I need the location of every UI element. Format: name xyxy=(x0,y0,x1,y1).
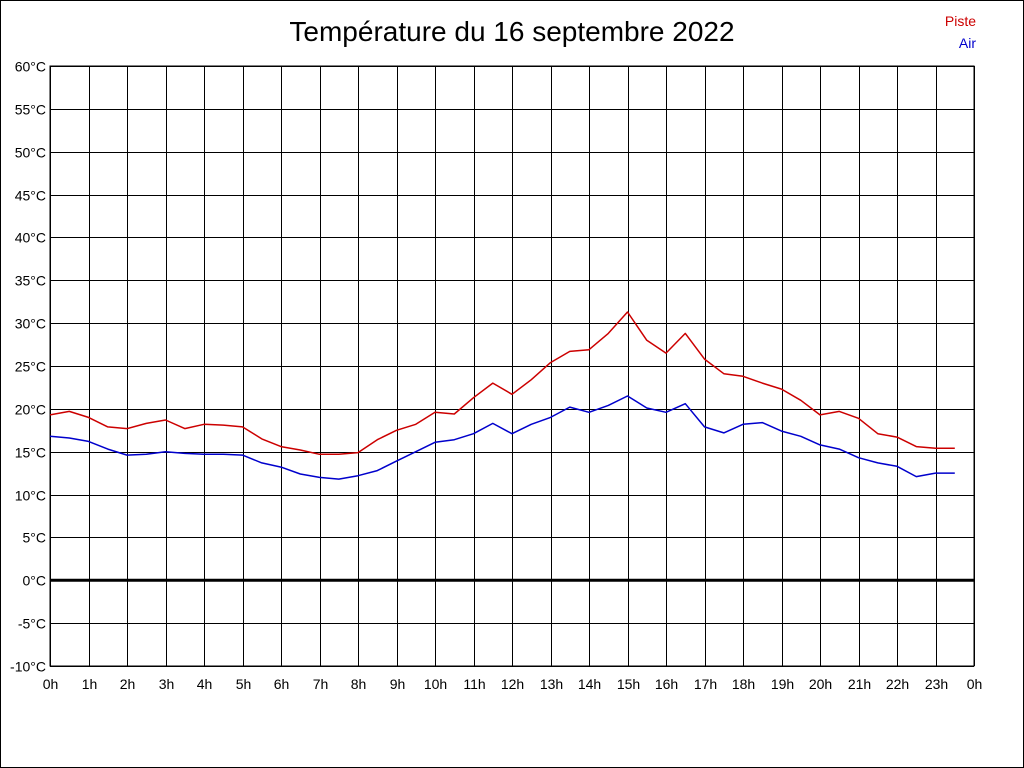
x-tick-label: 4h xyxy=(197,676,213,692)
series-line-air xyxy=(49,395,955,480)
y-tick-label: 30°C xyxy=(15,316,46,332)
y-tick-label: 0°C xyxy=(23,573,47,589)
y-tick-label: 50°C xyxy=(15,145,46,161)
x-tick-label: 23h xyxy=(925,676,948,692)
y-tick-label: -10°C xyxy=(10,659,46,675)
x-tick-label: 13h xyxy=(540,676,563,692)
y-tick-label: 25°C xyxy=(15,359,46,375)
x-tick-label: 10h xyxy=(424,676,447,692)
legend-air: Air xyxy=(958,35,976,51)
x-tick-label: 16h xyxy=(655,676,678,692)
y-tick-label: 55°C xyxy=(15,102,46,118)
y-tick-label: -5°C xyxy=(18,616,46,632)
y-tick-label: 5°C xyxy=(23,530,47,546)
series-line-piste xyxy=(49,311,955,456)
x-tick-label: 19h xyxy=(771,676,794,692)
x-tick-label: 11h xyxy=(463,676,485,692)
chart-title: Température du 16 septembre 2022 xyxy=(289,16,735,47)
y-tick-label: 15°C xyxy=(15,445,46,461)
y-tick-label: 35°C xyxy=(15,273,46,289)
x-tick-label: 5h xyxy=(236,676,252,692)
x-tick-label: 14h xyxy=(578,676,601,692)
y-tick-label: 40°C xyxy=(15,230,46,246)
x-tick-label: 21h xyxy=(848,676,871,692)
x-tick-label: 6h xyxy=(274,676,290,692)
x-tick-label: 2h xyxy=(120,676,136,692)
x-tick-label: 17h xyxy=(694,676,717,692)
y-tick-label: 60°C xyxy=(15,59,46,75)
x-tick-label: 3h xyxy=(159,676,175,692)
x-tick-label: 20h xyxy=(809,676,832,692)
x-tick-label: 8h xyxy=(351,676,367,692)
x-tick-label: 0h xyxy=(43,676,59,692)
legend-piste: Piste xyxy=(944,13,976,29)
y-tick-label: 20°C xyxy=(15,402,46,418)
x-tick-label: 1h xyxy=(82,676,98,692)
y-tick-label: 45°C xyxy=(15,188,46,204)
x-tick-label: 15h xyxy=(617,676,640,692)
y-tick-label: 10°C xyxy=(15,488,46,504)
x-tick-label: 9h xyxy=(390,676,406,692)
x-tick-label: 22h xyxy=(886,676,909,692)
x-tick-label: 18h xyxy=(732,676,755,692)
x-tick-label: 12h xyxy=(501,676,524,692)
x-tick-label: 7h xyxy=(313,676,329,692)
x-tick-label: 0h xyxy=(967,676,983,692)
